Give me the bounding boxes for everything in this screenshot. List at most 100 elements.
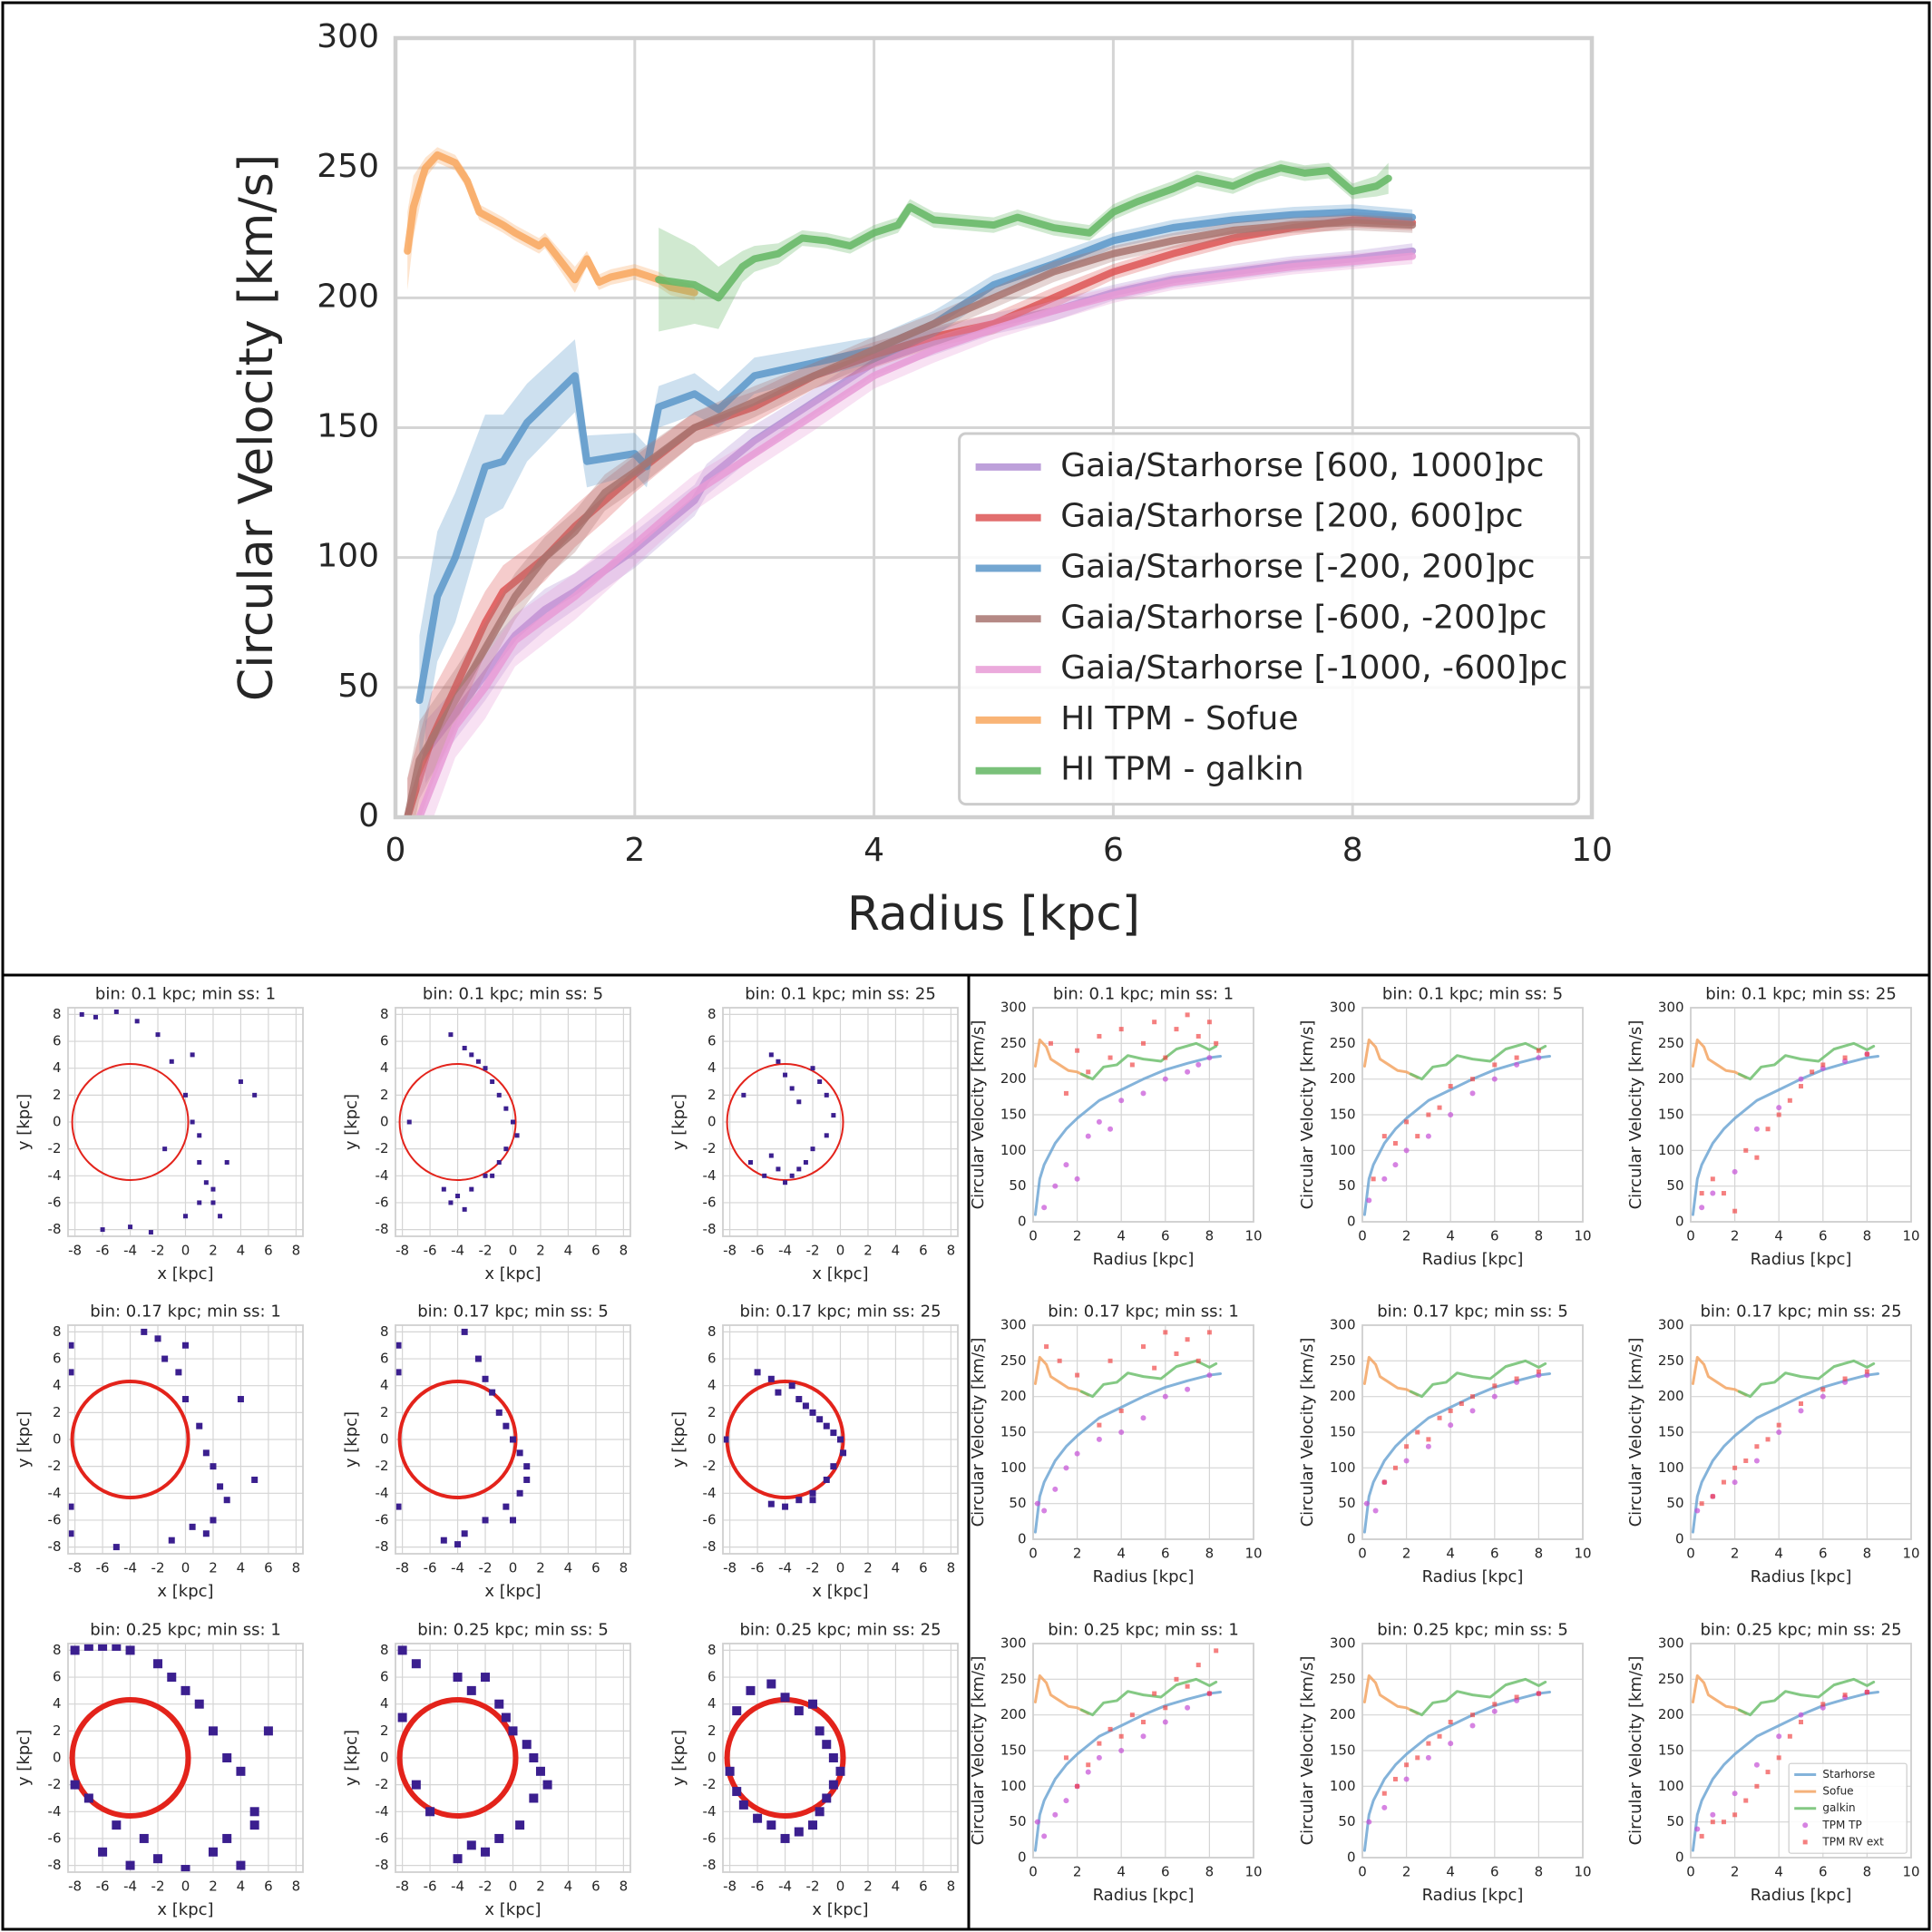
point	[511, 1119, 515, 1125]
point	[508, 1726, 518, 1736]
panel-title: bin: 0.25 kpc; min ss: 5	[1377, 1621, 1568, 1640]
y-tick-label: 100	[1000, 1778, 1027, 1794]
point	[1732, 1812, 1738, 1818]
x-tick-label: -4	[123, 1559, 137, 1576]
y-tick-label: -6	[376, 1511, 389, 1527]
series-line	[1033, 1690, 1223, 1852]
y-tick-label: 0	[53, 1431, 62, 1448]
point	[809, 1489, 816, 1497]
y-tick-label: 0	[1675, 1849, 1684, 1866]
point	[1776, 1422, 1781, 1428]
y-tick-label: -2	[376, 1776, 389, 1792]
series-line	[415, 252, 1417, 817]
x-tick-label: 6	[1161, 1227, 1170, 1244]
point	[222, 1833, 232, 1843]
point	[1721, 1191, 1726, 1196]
point	[249, 1820, 259, 1830]
y-tick-label: 6	[53, 1351, 62, 1367]
point	[1753, 1458, 1760, 1464]
panel: -8 -6 -4 -2 0 2 4 6 8 -8 -6 -4 -2 0 2 4 6 8 bin: 0.17 kpc;…	[342, 1303, 631, 1601]
point	[496, 1159, 502, 1165]
x-tick-label: 6	[264, 1878, 273, 1894]
x-axis-label: x [kpc]	[812, 1900, 868, 1919]
point	[210, 1186, 216, 1192]
y-tick-label: 200	[1330, 1388, 1356, 1404]
point	[1798, 1076, 1804, 1082]
point	[1459, 1401, 1464, 1407]
x-tick-label: 4	[1774, 1863, 1783, 1879]
legend-label: galkin	[1822, 1801, 1855, 1814]
curve-frame	[967, 973, 1931, 1931]
point	[1404, 1762, 1410, 1768]
point	[482, 1517, 489, 1524]
x-tick-label: 2	[536, 1878, 545, 1894]
x-tick-label: 8	[292, 1559, 301, 1576]
y-tick-label: -8	[48, 1538, 62, 1555]
plot-frame	[1361, 1643, 1584, 1859]
point	[441, 1186, 446, 1192]
y-tick-label: 0	[707, 1750, 717, 1766]
x-axis-label: Radius [kpc]	[1422, 1567, 1524, 1586]
panel-title: bin: 0.1 kpc; min ss: 5	[423, 985, 603, 1004]
point	[1163, 1705, 1168, 1711]
y-tick-label: -8	[703, 1857, 717, 1873]
y-tick-label: 50	[1338, 1495, 1355, 1511]
point	[1470, 1394, 1475, 1400]
y-tick-label: 100	[1658, 1778, 1684, 1794]
point	[1185, 1068, 1191, 1075]
point	[817, 1079, 823, 1085]
point	[747, 1159, 753, 1165]
plot-frame	[395, 1007, 631, 1237]
ring	[71, 1063, 190, 1181]
point	[789, 1173, 795, 1178]
plot-frame	[67, 1007, 304, 1237]
point	[510, 1517, 516, 1524]
point	[440, 1537, 447, 1544]
point	[190, 1119, 195, 1125]
x-axis-label: Radius [kpc]	[1093, 1250, 1195, 1269]
y-tick-label: 150	[1330, 1424, 1356, 1440]
ring	[69, 1697, 191, 1819]
point	[835, 1766, 845, 1776]
point	[767, 1375, 775, 1382]
series-line	[1079, 1677, 1218, 1717]
point	[453, 1673, 463, 1683]
y-tick-label: 4	[53, 1059, 62, 1076]
point	[448, 1032, 454, 1038]
x-tick-label: -8	[723, 1559, 737, 1576]
x-tick-label: 0	[1686, 1863, 1695, 1879]
y-tick-label: -6	[48, 1511, 62, 1527]
point	[148, 1230, 153, 1235]
plot-frame	[1032, 1324, 1254, 1540]
point	[1063, 1798, 1069, 1804]
panel: -8 -6 -4 -2 0 2 4 6 8 -8 -6 -4 -2 0 2 4 6 8 bin: 0.25 kpc;…	[15, 1621, 304, 1919]
plot-frame	[1361, 1324, 1584, 1540]
point	[1063, 1755, 1068, 1761]
plot-frame	[1032, 1007, 1254, 1223]
point	[753, 1813, 763, 1823]
x-tick-label: 6	[1819, 1545, 1828, 1561]
point	[1371, 1176, 1376, 1182]
point	[482, 1375, 489, 1382]
x-tick-label: -2	[806, 1559, 820, 1576]
point	[238, 1079, 243, 1085]
series-line	[1409, 1041, 1547, 1081]
point	[1798, 1408, 1804, 1414]
y-axis-label: Circular Velocity [km/s]	[1626, 1338, 1645, 1527]
point	[725, 1766, 735, 1776]
panel: -8 -6 -4 -2 0 2 4 6 8 -8 -6 -4 -2 0 2 4 6 8 bin: 0.17 kpc;…	[15, 1303, 304, 1601]
y-tick-label: 2	[707, 1087, 717, 1103]
y-tick-label: 0	[380, 1114, 389, 1130]
point	[1129, 1062, 1135, 1068]
y-tick-label: -8	[376, 1857, 389, 1873]
y-tick-label: -2	[376, 1458, 389, 1474]
point	[1162, 1393, 1168, 1400]
point	[783, 1180, 788, 1186]
point	[1753, 1761, 1760, 1768]
point	[1842, 1693, 1848, 1698]
y-tick-label: 200	[1000, 1070, 1027, 1087]
point	[515, 1820, 525, 1830]
y-tick-label: 8	[707, 1006, 717, 1022]
y-axis-label: y [kpc]	[15, 1094, 34, 1150]
